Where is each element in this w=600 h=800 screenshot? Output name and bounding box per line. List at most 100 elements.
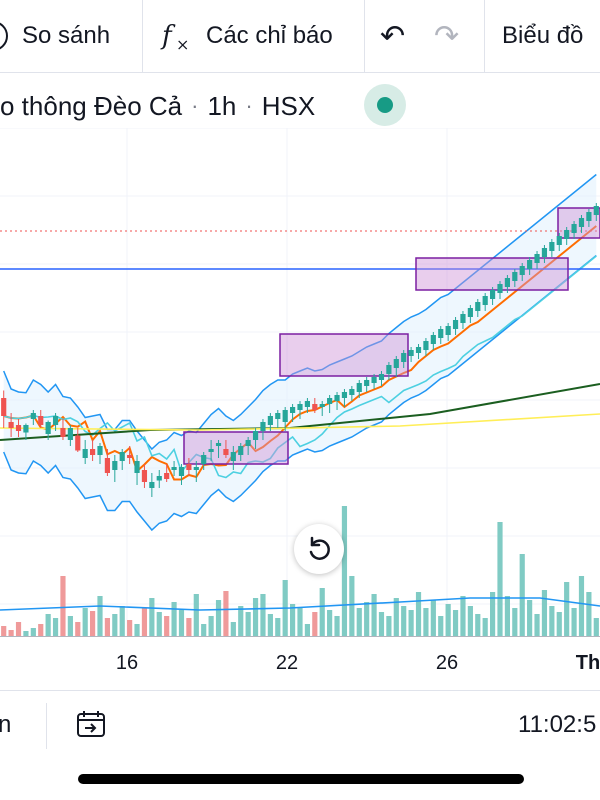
- go-to-date-icon[interactable]: [75, 709, 109, 741]
- candle-body: [186, 464, 192, 470]
- ma-cyan-line: [3, 255, 597, 479]
- volume-bar: [141, 608, 148, 636]
- candle-body: [415, 347, 422, 353]
- volume-bar: [423, 608, 429, 636]
- time-axis[interactable]: 16 22 26 Th: [0, 636, 600, 691]
- volume-bar: [252, 598, 259, 636]
- volume-bar: [549, 606, 555, 636]
- range-box: [183, 431, 289, 465]
- volume-bar: [497, 522, 503, 636]
- volume-bar: [386, 616, 392, 636]
- candle-body: [112, 461, 118, 470]
- volume-bar: [460, 596, 466, 636]
- candle-body: [430, 335, 436, 344]
- toolbar-divider: [364, 0, 365, 72]
- redo-button[interactable]: ↷: [434, 0, 459, 72]
- candle-body: [319, 404, 325, 407]
- volume-bar: [571, 608, 577, 636]
- symbol-exchange: HSX: [261, 90, 316, 121]
- volume-bar: [164, 616, 170, 636]
- market-status-icon[interactable]: [364, 84, 406, 126]
- candle-body: [119, 452, 125, 461]
- candle-body: [460, 314, 466, 323]
- candle-body: [408, 350, 414, 356]
- candle-body: [593, 206, 599, 215]
- volume-bar: [445, 604, 451, 636]
- chart-type-label: Biểu đồ: [502, 22, 584, 49]
- volume-bar: [393, 598, 399, 636]
- range-label[interactable]: n: [0, 711, 12, 738]
- compare-button[interactable]: So sánh: [0, 0, 110, 72]
- symbol-interval: 1h: [207, 90, 237, 121]
- reset-chart-button[interactable]: [294, 524, 344, 574]
- indicators-button[interactable]: f × Các chỉ báo: [162, 0, 333, 72]
- volume-bar: [127, 620, 133, 636]
- candle-body: [549, 242, 555, 251]
- volume-bar: [112, 614, 118, 636]
- candle-body: [386, 365, 392, 374]
- volume-bar: [60, 576, 66, 636]
- candle-body: [304, 401, 310, 407]
- candle-body: [171, 467, 177, 470]
- volume-bar: [593, 618, 599, 636]
- volume-bar: [134, 624, 140, 636]
- volume-bar: [156, 612, 162, 636]
- candle-body: [201, 455, 207, 464]
- candle-body: [215, 443, 222, 446]
- candle-body: [38, 416, 44, 425]
- candle-body: [334, 395, 340, 401]
- volume-bar: [430, 600, 436, 636]
- volume-bar: [38, 624, 44, 636]
- volume-bar: [119, 606, 125, 636]
- chart-type-button[interactable]: Biểu đồ: [502, 0, 583, 72]
- candle-body: [82, 449, 88, 458]
- candle-body: [275, 413, 281, 419]
- volume-bar: [23, 631, 29, 636]
- volume-bar: [304, 624, 310, 636]
- symbol-legend[interactable]: o thông Đèo Cả · 1h · HSX: [0, 84, 315, 128]
- volume-bar: [238, 606, 244, 636]
- time-axis-label: 22: [275, 652, 299, 674]
- candle-body: [52, 416, 59, 425]
- candle-body: [578, 218, 585, 227]
- volume-bar: [30, 628, 36, 636]
- candle-body: [45, 422, 51, 434]
- function-icon: f ×: [162, 21, 190, 54]
- volume-bar: [245, 612, 251, 636]
- undo-button[interactable]: ↶: [380, 0, 405, 72]
- volume-bar: [586, 592, 592, 636]
- candle-body: [267, 416, 273, 425]
- volume-bar: [171, 602, 177, 636]
- candle-body: [149, 482, 155, 488]
- volume-bar: [341, 506, 348, 636]
- candle-body: [8, 422, 14, 428]
- volume-bar: [534, 614, 540, 636]
- candle-body: [90, 449, 96, 455]
- bottom-toolbar: n 11:02:5: [0, 690, 600, 761]
- volume-bar: [297, 608, 303, 636]
- time-axis-label: Th: [575, 652, 600, 674]
- candle-body: [349, 389, 355, 395]
- candle-body: [60, 428, 66, 437]
- volume-bar: [223, 591, 229, 636]
- candle-body: [467, 308, 473, 317]
- volume-ma-line: [0, 597, 600, 611]
- candle-body: [23, 425, 29, 433]
- candle-body: [312, 404, 318, 410]
- volume-bar: [475, 614, 481, 636]
- volume-bar: [482, 618, 488, 636]
- candle-body: [527, 260, 533, 269]
- candle-body: [452, 320, 459, 329]
- volume-bar: [452, 610, 459, 636]
- candle-body: [193, 467, 199, 470]
- candle-body: [282, 410, 288, 422]
- reset-icon: [309, 536, 330, 560]
- toolbar-divider: [484, 0, 485, 72]
- price-chart[interactable]: [0, 128, 600, 636]
- volume-bar: [90, 611, 96, 636]
- compare-label: So sánh: [22, 22, 111, 49]
- candle-body: [327, 398, 333, 404]
- candle-body: [497, 284, 503, 293]
- candle-body: [541, 248, 548, 257]
- top-toolbar: So sánh f × Các chỉ báo ↶ ↷ Biểu đồ: [0, 0, 600, 73]
